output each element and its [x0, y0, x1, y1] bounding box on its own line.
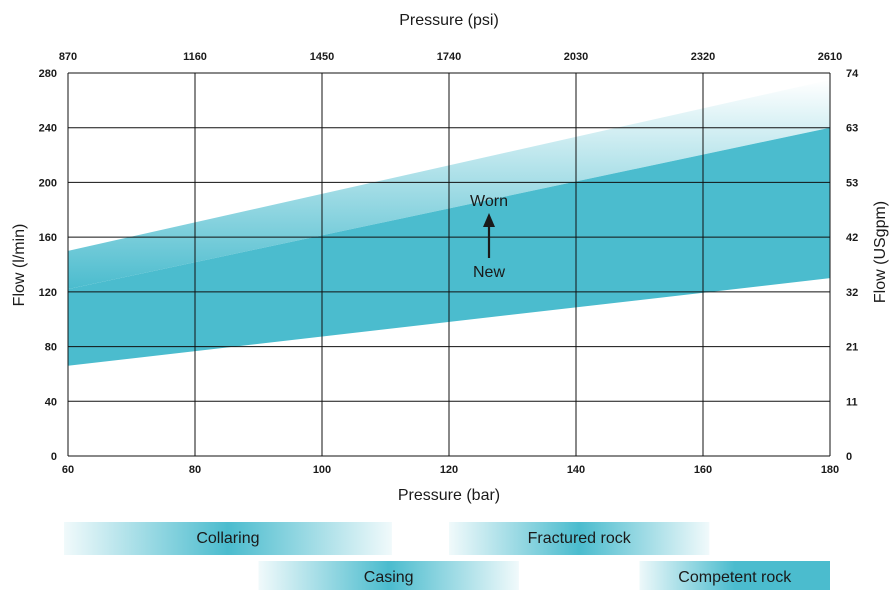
- phase-bar: [64, 522, 392, 555]
- x-tick-label: 100: [313, 464, 331, 476]
- y-tick-label: 280: [39, 68, 57, 80]
- right-tick-label: 0: [846, 451, 852, 463]
- x-axis-title: Pressure (bar): [398, 487, 500, 504]
- phase-label: Casing: [363, 568, 414, 586]
- phase-label: Competent rock: [678, 568, 792, 586]
- up-arrow-icon: [483, 213, 495, 258]
- y-tick-label: 240: [39, 123, 57, 135]
- x-tick-label: 180: [821, 464, 839, 476]
- right-tick-label: 21: [846, 342, 858, 354]
- right-tick-label: 32: [846, 287, 858, 299]
- y-tick-label: 40: [45, 396, 57, 408]
- top-axis-title: Pressure (psi): [399, 12, 499, 29]
- x-tick-label: 140: [567, 464, 585, 476]
- right-tick-label: 74: [846, 68, 859, 80]
- top-tick-label: 1740: [437, 51, 461, 63]
- right-tick-label: 42: [846, 232, 858, 244]
- phase-label: Fractured rock: [527, 529, 631, 547]
- y-tick-label: 200: [39, 177, 57, 189]
- top-tick-label: 2030: [564, 51, 588, 63]
- right-tick-label: 63: [846, 123, 858, 135]
- y-tick-label: 0: [51, 451, 57, 463]
- phase-bar: [258, 561, 519, 590]
- y-tick-label: 120: [39, 287, 57, 299]
- y-tick-label: 80: [45, 342, 57, 354]
- top-tick-label: 2320: [691, 51, 715, 63]
- x-tick-label: 160: [694, 464, 712, 476]
- right-tick-label: 53: [846, 177, 858, 189]
- right-tick-label: 11: [846, 396, 858, 408]
- top-tick-label: 870: [59, 51, 77, 63]
- top-tick-label: 1160: [183, 51, 207, 63]
- worn-label: Worn: [470, 193, 508, 210]
- phase-bar: [449, 522, 710, 555]
- x-tick-label: 60: [62, 464, 74, 476]
- right-axis-title: Flow (USgpm): [872, 201, 889, 303]
- y-axis-title: Flow (l/min): [11, 224, 28, 307]
- top-tick-label: 1450: [310, 51, 334, 63]
- top-tick-label: 2610: [818, 51, 842, 63]
- y-tick-label: 160: [39, 232, 57, 244]
- phase-bar: [639, 561, 830, 590]
- x-tick-label: 80: [189, 464, 201, 476]
- drilling-phases: [64, 522, 830, 590]
- grid: [67, 72, 831, 457]
- phase-label: Collaring: [196, 529, 260, 547]
- x-tick-label: 120: [440, 464, 458, 476]
- new-label: New: [473, 264, 505, 281]
